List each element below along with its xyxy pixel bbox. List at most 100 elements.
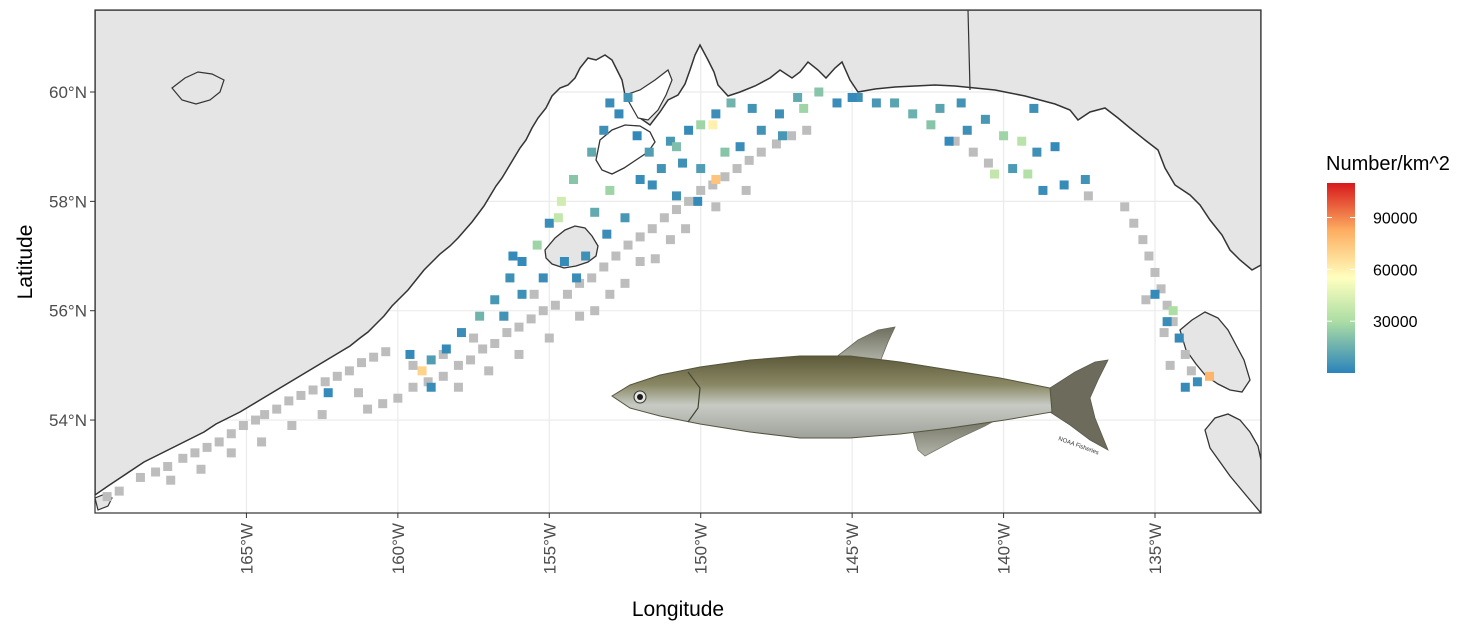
station-layer xyxy=(323,87,1215,398)
zero-catch-station xyxy=(1150,267,1160,277)
zero-catch-station xyxy=(544,333,554,343)
zero-catch-station xyxy=(1129,218,1139,228)
density-station xyxy=(632,131,642,141)
zero-catch-station xyxy=(771,139,781,149)
density-station xyxy=(756,125,766,135)
legend: Number/km^2 90000 60000 30000 xyxy=(1326,153,1450,373)
zero-catch-station xyxy=(659,213,669,223)
density-station xyxy=(1168,306,1178,316)
zero-catch-station xyxy=(635,232,645,242)
zero-catch-station xyxy=(720,172,730,182)
cook-inlet xyxy=(624,69,673,121)
density-station xyxy=(1029,103,1039,113)
zero-catch-station xyxy=(514,322,524,332)
zero-catch-station xyxy=(647,224,657,234)
density-station xyxy=(793,92,803,102)
x-tick-label: 160°W xyxy=(389,523,408,574)
zero-catch-station xyxy=(393,393,403,403)
zero-catch-station xyxy=(983,158,993,168)
density-station xyxy=(693,196,703,206)
zero-catch-station xyxy=(605,289,615,299)
x-axis: 165°W 160°W 155°W 150°W 145°W 140°W 135°W xyxy=(237,513,1165,574)
density-station xyxy=(980,114,990,124)
zero-catch-station xyxy=(502,328,512,338)
bristol-bay-island xyxy=(171,71,225,105)
zero-catch-station xyxy=(575,278,585,288)
zero-catch-station xyxy=(484,366,494,376)
southeast-panhandle xyxy=(1179,311,1251,393)
y-tick-label: 54°N xyxy=(49,411,87,430)
zero-catch-station xyxy=(272,404,282,414)
zero-catch-station xyxy=(1083,191,1093,201)
density-station xyxy=(426,382,436,392)
density-station xyxy=(1080,174,1090,184)
density-station xyxy=(517,289,527,299)
zero-catch-station xyxy=(166,475,176,485)
fish-pupil xyxy=(637,394,643,400)
density-station xyxy=(1050,142,1060,152)
density-station xyxy=(505,273,515,283)
density-station xyxy=(544,218,554,228)
zero-catch-station xyxy=(378,399,388,409)
zero-catch-station xyxy=(260,410,270,420)
zero-catch-station xyxy=(453,360,463,370)
x-tick-label: 150°W xyxy=(692,523,711,574)
zero-catch-station xyxy=(214,437,224,447)
zero-catch-station xyxy=(671,205,681,215)
zero-catch-station xyxy=(684,196,694,206)
legend-title: Number/km^2 xyxy=(1326,153,1450,175)
zero-catch-station xyxy=(369,352,379,362)
density-station xyxy=(962,125,972,135)
density-station xyxy=(417,366,427,376)
zero-catch-station xyxy=(1144,251,1154,261)
x-tick-label: 140°W xyxy=(995,523,1014,574)
density-station xyxy=(890,98,900,108)
zero-catch-station xyxy=(1180,349,1190,359)
density-station xyxy=(1059,180,1069,190)
zero-catch-station xyxy=(408,382,418,392)
density-station xyxy=(559,257,569,266)
zero-catch-station xyxy=(196,464,206,474)
density-station xyxy=(605,185,615,195)
zero-catch-station xyxy=(1165,360,1175,370)
density-station xyxy=(405,349,415,359)
zero-catch-station xyxy=(1186,366,1196,376)
zero-catch-station xyxy=(741,185,751,195)
density-station xyxy=(799,103,809,113)
density-station xyxy=(678,158,688,168)
density-station xyxy=(999,131,1009,141)
zero-catch-station xyxy=(575,311,585,321)
density-station xyxy=(711,109,721,119)
density-station xyxy=(871,98,881,108)
zero-catch-station xyxy=(363,404,373,414)
legend-label: 60000 xyxy=(1373,262,1418,279)
legend-ticks: 90000 60000 30000 xyxy=(1327,211,1418,331)
zero-catch-station xyxy=(1168,317,1178,327)
zero-catch-station xyxy=(226,448,236,458)
zero-catch-station xyxy=(590,306,600,316)
density-station xyxy=(656,164,666,174)
zero-catch-station xyxy=(190,448,200,458)
density-station xyxy=(832,98,842,108)
zero-catch-station xyxy=(620,278,630,288)
density-station xyxy=(590,207,600,217)
density-station xyxy=(684,125,694,135)
zero-catch-station xyxy=(1162,300,1172,310)
density-station xyxy=(720,147,730,157)
zero-catch-station xyxy=(802,125,812,135)
zero-catch-station xyxy=(681,224,691,234)
zero-catch-station xyxy=(114,486,124,496)
zero-catch-station xyxy=(438,371,448,381)
density-station xyxy=(623,92,633,102)
zero-catch-station xyxy=(438,349,448,359)
zero-catch-station xyxy=(968,147,978,157)
zero-catch-station xyxy=(308,385,318,395)
zero-catch-station xyxy=(599,262,609,272)
zero-catch-station xyxy=(744,155,754,165)
x-tick-label: 145°W xyxy=(843,523,862,574)
density-station xyxy=(908,109,918,119)
density-station xyxy=(671,142,681,152)
density-station xyxy=(853,92,863,102)
zero-catch-station xyxy=(251,415,261,425)
